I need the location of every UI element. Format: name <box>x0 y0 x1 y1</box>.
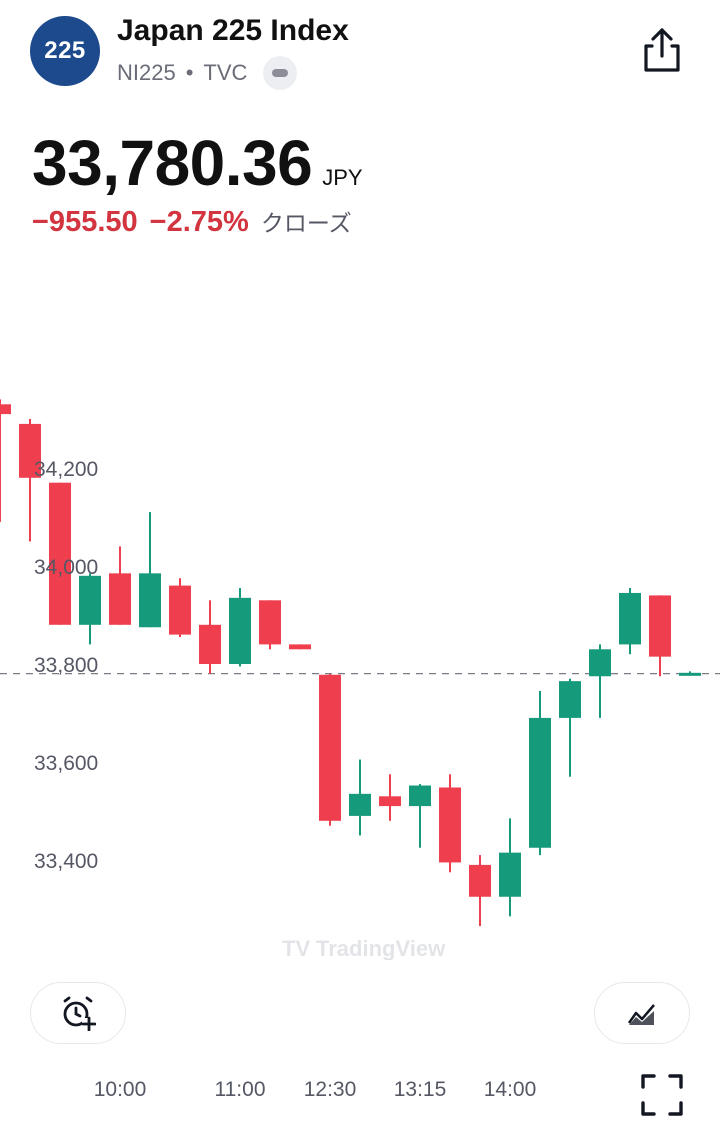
price-tick: 34,000 <box>34 556 98 579</box>
candle-body <box>529 717 551 848</box>
time-tick: 12:30 <box>303 1078 357 1101</box>
watermark-text: TradingView <box>316 936 446 960</box>
price-block: 33,780.36 JPY <box>32 126 363 200</box>
symbol-header: 225 Japan 225 Index NI225 • TVC <box>0 0 720 100</box>
candle-body <box>289 644 311 650</box>
currency-label: JPY <box>322 165 363 190</box>
time-axis: 10:00 11:00 12:30 13:15 14:00 <box>0 1078 720 1112</box>
indicators-button[interactable] <box>594 982 690 1044</box>
time-tick: 10:00 <box>93 1078 147 1101</box>
symbol-logo: 225 <box>30 16 100 86</box>
price-change: −955.50 −2.75% クローズ <box>32 204 352 239</box>
candle-body <box>589 649 611 677</box>
candle-body <box>19 423 41 478</box>
add-alert-button[interactable] <box>30 982 126 1044</box>
price-tick: 33,400 <box>34 850 98 873</box>
symbol-title[interactable]: Japan 225 Index <box>117 14 349 47</box>
fullscreen-icon[interactable] <box>640 1073 684 1117</box>
price-tick: 33,600 <box>34 752 98 775</box>
candle-body <box>259 600 281 645</box>
candle-body <box>199 624 221 664</box>
time-tick: 11:00 <box>214 1078 266 1101</box>
candle-body <box>0 404 11 415</box>
change-value: −955.50 <box>32 206 138 238</box>
candle-body <box>469 864 491 897</box>
share-icon[interactable] <box>640 24 684 76</box>
candlestick-chart[interactable]: 34,200 34,000 33,800 33,600 33,400 TV Tradin… <box>0 380 720 960</box>
candle-body <box>109 573 131 625</box>
tradingview-watermark: TV TradingView <box>282 936 446 960</box>
candle-body <box>559 681 581 718</box>
symbol-subtitle: NI225 • TVC <box>117 56 298 90</box>
candle-body <box>349 793 371 816</box>
change-percent: −2.75% <box>149 206 249 238</box>
candle-body <box>79 575 101 625</box>
separator-dot: • <box>185 60 194 85</box>
indicators-icon <box>627 1004 655 1025</box>
candle-body <box>379 796 401 807</box>
time-tick: 14:00 <box>483 1078 537 1101</box>
alarm-clock-icon <box>63 996 96 1031</box>
candle-body <box>499 852 521 897</box>
candle-body <box>679 672 701 676</box>
candle-body <box>229 597 251 664</box>
candle-body <box>649 595 671 657</box>
exchange-label: TVC <box>203 60 248 85</box>
price-tick: 34,200 <box>34 458 98 481</box>
symbol-ticker: NI225 <box>117 60 176 85</box>
candle-body <box>169 585 191 635</box>
time-tick: 13:15 <box>393 1078 447 1101</box>
price-tick: 33,800 <box>34 654 98 677</box>
candle-body <box>139 573 161 628</box>
svg-text:TV: TV <box>282 936 310 960</box>
candle-body <box>439 787 461 863</box>
market-status: クローズ <box>260 210 352 236</box>
market-status-icon[interactable] <box>263 56 298 90</box>
candle-body <box>409 785 431 807</box>
candle-body <box>49 482 71 625</box>
candle-body <box>619 592 641 645</box>
last-price: 33,780.36 <box>32 127 313 199</box>
candle-body <box>319 674 341 821</box>
